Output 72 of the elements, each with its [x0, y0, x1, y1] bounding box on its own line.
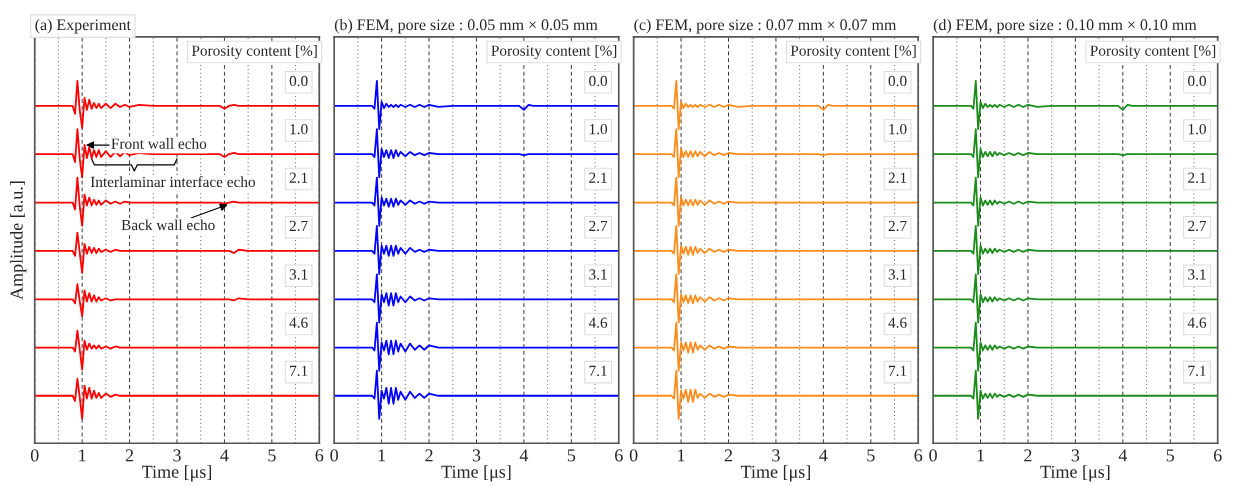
x-tick-label: 2 — [125, 449, 134, 462]
x-tick-label: 3 — [1071, 449, 1080, 462]
x-tick-label: 3 — [472, 449, 481, 462]
x-tick-label: 1 — [678, 449, 685, 462]
series-label: 2.7 — [289, 220, 308, 232]
x-tick-label: 2 — [425, 449, 433, 462]
series-label: 0.0 — [289, 75, 308, 87]
x-tick-label: 3 — [173, 449, 181, 462]
x-tick-label: 4 — [1118, 449, 1128, 462]
x-tick-label: 5 — [1166, 449, 1175, 462]
legend-title: Porosity content [%] — [1090, 45, 1216, 59]
chart-title: (b) FEM, pore size : 0.05 mm × 0.05 mm — [334, 18, 598, 34]
series-label: 1.0 — [1188, 124, 1206, 135]
x-tick-label: 6 — [1213, 449, 1222, 462]
chart-title: (d) FEM, pore size : 0.10 mm × 0.10 mm — [933, 18, 1197, 34]
series-label: 2.7 — [888, 220, 907, 232]
x-tick-label: 4 — [220, 449, 229, 462]
x-tick-label: 1 — [79, 449, 86, 462]
x-tick-label: 0 — [629, 449, 638, 462]
legend-title: Porosity content [%] — [191, 45, 317, 59]
series-label: 4.6 — [888, 317, 907, 328]
x-tick-label: 6 — [315, 449, 324, 462]
x-tick-label: 2 — [724, 449, 733, 462]
annotation: Front wall echo — [111, 138, 207, 149]
series-label: 1.0 — [889, 124, 907, 135]
series-label: 4.6 — [588, 317, 608, 328]
x-axis-title: Time [μs] — [1040, 465, 1110, 482]
series-label: 3.1 — [589, 269, 607, 280]
series-label: 1.0 — [589, 124, 608, 135]
x-tick-label: 0 — [929, 449, 937, 462]
series-label: 2.7 — [1188, 220, 1207, 232]
series-label: 0.0 — [589, 75, 608, 87]
chart-title: (a) Experiment — [35, 18, 131, 34]
series-label: 7.1 — [1188, 365, 1206, 377]
annotation: Interlaminar interface echo — [90, 176, 256, 188]
series-label: 3.1 — [888, 269, 907, 280]
series-label: 7.1 — [290, 365, 308, 377]
x-tick-label: 6 — [615, 449, 623, 462]
x-tick-label: 0 — [30, 449, 39, 462]
x-axis-title: Time [μs] — [141, 465, 212, 482]
x-tick-label: 6 — [914, 449, 923, 462]
series-label: 0.0 — [1188, 75, 1206, 87]
x-tick-label: 3 — [772, 449, 780, 462]
series-label: 7.1 — [589, 365, 607, 377]
x-tick-label: 5 — [268, 449, 276, 462]
series-label: 0.0 — [888, 75, 907, 87]
series-label: 3.1 — [1188, 269, 1206, 280]
x-tick-label: 1 — [378, 449, 386, 462]
series-label: 4.6 — [289, 317, 308, 328]
x-tick-label: 2 — [1024, 449, 1032, 462]
legend-title: Porosity content [%] — [790, 45, 916, 59]
series-label: 1.0 — [290, 124, 308, 135]
x-tick-label: 1 — [977, 449, 984, 462]
series-label: 2.1 — [289, 172, 308, 183]
x-tick-label: 4 — [819, 449, 828, 462]
legend-title: Porosity content [%] — [491, 45, 617, 59]
series-label: 7.1 — [889, 365, 907, 377]
series-label: 2.1 — [888, 172, 907, 183]
y-axis-title: Amplitude [a.u.] — [10, 181, 27, 300]
annotation: Back wall echo — [121, 219, 215, 231]
x-tick-label: 0 — [330, 449, 339, 462]
x-axis-title: Time [μs] — [740, 465, 810, 482]
chart-title: (c) FEM, pore size : 0.07 mm × 0.07 mm — [634, 18, 897, 34]
series-label: 2.1 — [1188, 172, 1206, 183]
x-tick-label: 5 — [567, 449, 576, 462]
x-tick-label: 4 — [519, 449, 529, 462]
series-label: 2.7 — [589, 220, 608, 232]
x-tick-label: 5 — [867, 449, 875, 462]
series-label: 4.6 — [1187, 317, 1207, 328]
series-label: 3.1 — [289, 269, 308, 280]
series-label: 2.1 — [589, 172, 607, 183]
x-axis-title: Time [μs] — [441, 465, 511, 482]
